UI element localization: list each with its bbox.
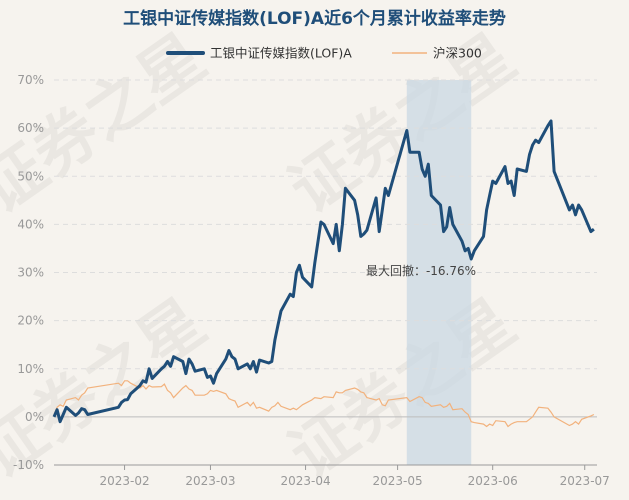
y-tick-label: 10%: [17, 362, 44, 376]
y-tick-label: 0%: [25, 410, 44, 424]
y-tick-label: -10%: [13, 458, 44, 472]
series-line-fund: [52, 119, 595, 424]
y-tick-label: 70%: [17, 73, 44, 87]
x-tick-label: 2023-06: [468, 474, 518, 488]
y-axis: 70% 60% 50% 40% 30% 20% 10% 0% -10%: [13, 73, 44, 472]
x-tick-label: 2023-07: [560, 474, 610, 488]
x-axis: 2023-02 2023-03 2023-04 2023-05 2023-06 2023-…: [54, 464, 610, 488]
y-tick-label: 60%: [17, 121, 44, 135]
series-line-index: [53, 380, 595, 428]
y-tick-label: 30%: [17, 266, 44, 280]
legend-label-fund: 工银中证传媒指数(LOF)A: [210, 46, 352, 61]
x-tick-label: 2023-04: [280, 474, 330, 488]
legend-label-index: 沪深300: [433, 46, 482, 61]
max-drawdown-label: 最大回撤：-16.76%: [366, 263, 476, 278]
chart-title: 工银中证传媒指数(LOF)A近6个月累计收益率走势: [123, 8, 506, 29]
x-tick-label: 2023-05: [373, 474, 423, 488]
x-tick-label: 2023-03: [185, 474, 235, 488]
y-tick-label: 50%: [17, 169, 44, 183]
watermark-text: 证券之星: [277, 286, 529, 493]
legend: 工银中证传媒指数(LOF)A 沪深300: [166, 46, 482, 61]
y-tick-label: 40%: [17, 217, 44, 231]
y-tick-label: 20%: [17, 314, 44, 328]
x-tick-label: 2023-02: [99, 474, 149, 488]
grid: [54, 79, 597, 466]
